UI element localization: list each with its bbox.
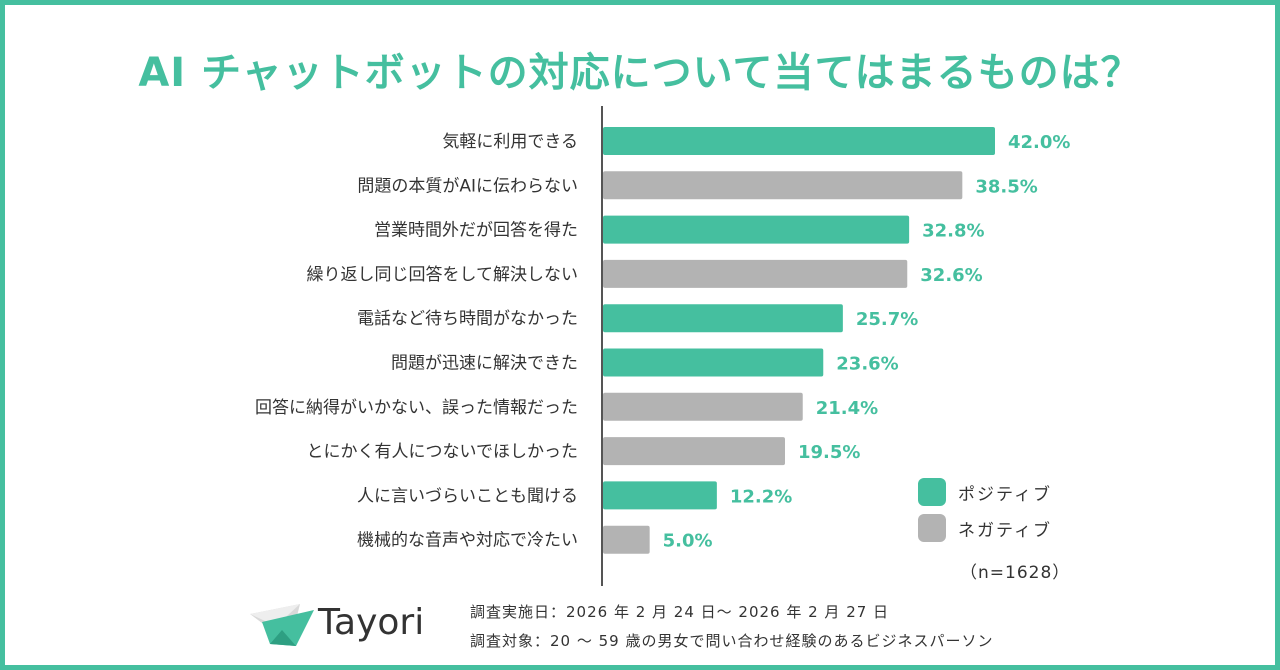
bar-positive	[603, 304, 843, 333]
survey-target: 調査対象：20 〜 59 歳の男女で問い合わせ経験のあるビジネスパーソン	[470, 632, 994, 650]
category-label: 問題の本質がAIに伝わらない	[357, 176, 578, 196]
legend-swatch-negative	[918, 514, 946, 542]
brand-name: Tayori	[318, 602, 425, 643]
value-label: 25.7%	[856, 309, 918, 330]
bar-negative	[603, 171, 963, 200]
bar-positive	[603, 348, 824, 377]
legend-label-negative: ネガティブ	[958, 521, 1052, 541]
bar-negative	[603, 392, 803, 421]
chart-title: AI チャットボットの対応について当てはまるものは？	[138, 50, 1142, 96]
bar-positive	[603, 481, 717, 510]
category-label: 人に言いづらいことも聞ける	[357, 486, 578, 506]
bar-positive	[603, 215, 910, 244]
bar-negative	[603, 525, 650, 554]
value-label: 32.8%	[922, 221, 984, 242]
category-label: 繰り返し同じ回答をして解決しない	[307, 265, 579, 285]
category-label: 回答に納得がいかない、誤った情報だった	[255, 398, 578, 418]
value-label: 42.0%	[1008, 132, 1070, 153]
category-label: 機械的な音声や対応で冷たい	[357, 531, 578, 551]
envelope-logo-icon	[250, 604, 314, 646]
category-label: 問題が迅速に解決できた	[391, 354, 578, 374]
category-label: とにかく有人につないでほしかった	[307, 442, 579, 462]
value-label: 5.0%	[663, 531, 713, 552]
bar-negative	[603, 259, 908, 288]
category-label: 電話など待ち時間がなかった	[357, 309, 578, 329]
value-label: 21.4%	[816, 398, 878, 419]
legend-swatch-positive	[918, 478, 946, 506]
bar-negative	[603, 437, 785, 466]
survey-date: 調査実施日：2026 年 2 月 24 日〜 2026 年 2 月 27 日	[470, 603, 890, 621]
value-label: 19.5%	[798, 442, 860, 463]
category-label: 営業時間外だが回答を得た	[374, 221, 578, 241]
value-label: 23.6%	[836, 354, 898, 375]
sample-size-label: （n=1628）	[960, 563, 1071, 583]
value-label: 32.6%	[920, 265, 982, 286]
value-label: 12.2%	[730, 486, 792, 507]
tayori-logo: Tayori	[246, 600, 446, 650]
legend-label-positive: ポジティブ	[958, 485, 1052, 505]
value-label: 38.5%	[975, 176, 1037, 197]
bar-positive	[603, 127, 995, 155]
category-label: 気軽に利用できる	[442, 132, 578, 152]
